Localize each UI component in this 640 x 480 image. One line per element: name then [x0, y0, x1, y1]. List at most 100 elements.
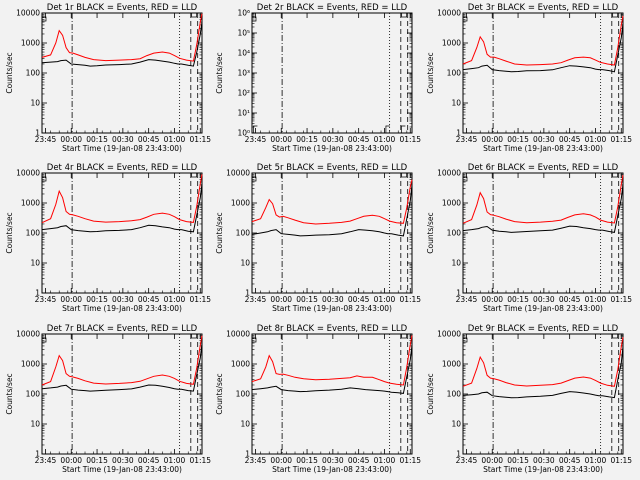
panel-6: Det 6r BLACK = Events, RED = LLD 1 10 100 10… — [426, 163, 632, 313]
x-axis-title: Start Time (19-Jan-08 23:43:00) — [62, 144, 182, 153]
x-tick-label: 00:30 — [112, 295, 134, 304]
x-tick-label: 23:45 — [456, 456, 478, 465]
x-tick-label: 01:15 — [610, 456, 632, 465]
events-series-line — [251, 345, 413, 394]
panel-title: Det 8r BLACK = Events, RED = LLD — [257, 324, 408, 334]
plot-frame — [41, 12, 203, 134]
lld-series-line — [41, 13, 203, 62]
y-tick-label: 10¹ — [237, 109, 250, 118]
top-bracket-mark — [612, 334, 619, 339]
bottom-bracket-mark — [385, 125, 390, 133]
y-tick-label: 100 — [447, 229, 462, 238]
x-tick-label: 00:00 — [481, 135, 503, 144]
x-tick-label: 00:15 — [296, 456, 318, 465]
y-tick-label: 10 — [30, 99, 40, 108]
panel-title: Det 3r BLACK = Events, RED = LLD — [468, 3, 619, 13]
events-series-line — [41, 21, 203, 67]
y-axis-title: Counts/sec — [215, 212, 224, 253]
y-tick-label: 10 — [30, 259, 40, 268]
plot-frame — [462, 333, 624, 455]
y-tick-label: 10000 — [437, 9, 461, 18]
y-tick-label: 100 — [236, 229, 251, 238]
x-axis-title: Start Time (19-Jan-08 23:43:00) — [272, 465, 392, 474]
lld-series-line — [462, 15, 624, 66]
corner-bracket-mark — [252, 176, 257, 182]
x-tick-label: 00:30 — [533, 295, 555, 304]
x-tick-label: 23:45 — [35, 456, 57, 465]
y-axis-title: Counts/sec — [5, 52, 14, 93]
x-tick-label: 23:45 — [456, 295, 478, 304]
panel-2: Det 2r BLACK = Events, RED = LLD 10⁰ 10¹ 10… — [215, 3, 421, 153]
x-tick-label: 01:15 — [610, 135, 632, 144]
plot-frame — [251, 12, 413, 134]
x-tick-label: 01:15 — [189, 456, 211, 465]
y-tick-label: 1000 — [21, 39, 40, 48]
x-tick-label: 01:00 — [164, 135, 186, 144]
x-tick-label: 01:00 — [374, 295, 396, 304]
top-bracket-mark — [191, 173, 198, 178]
x-tick-label: 23:45 — [35, 295, 57, 304]
top-bracket-mark — [401, 13, 408, 18]
y-tick-label: 10² — [237, 89, 250, 98]
y-tick-label: 100 — [26, 390, 41, 399]
x-axis-title: Start Time (19-Jan-08 23:43:00) — [62, 465, 182, 474]
y-tick-label: 1 — [245, 450, 250, 459]
plot-frame — [462, 172, 624, 294]
x-tick-label: 01:00 — [585, 456, 607, 465]
x-tick-label: 00:15 — [296, 295, 318, 304]
y-tick-label: 10000 — [16, 330, 40, 339]
panel-title: Det 2r BLACK = Events, RED = LLD — [257, 3, 408, 13]
x-tick-label: 23:45 — [245, 456, 267, 465]
y-tick-label: 100 — [26, 229, 41, 238]
lld-series-line — [41, 174, 203, 224]
y-tick-label: 1000 — [442, 199, 461, 208]
x-tick-label: 00:15 — [296, 135, 318, 144]
top-bracket-mark — [191, 334, 198, 339]
x-tick-label: 00:15 — [507, 135, 529, 144]
y-tick-label: 10 — [451, 259, 461, 268]
y-tick-label: 10000 — [16, 169, 40, 178]
x-tick-label: 00:45 — [138, 135, 160, 144]
y-tick-label: 10 — [240, 420, 250, 429]
corner-bracket-mark — [42, 337, 47, 343]
y-tick-label: 1 — [35, 289, 40, 298]
x-tick-label: 00:00 — [270, 456, 292, 465]
x-tick-label: 00:00 — [60, 456, 82, 465]
y-tick-label: 1 — [35, 129, 40, 138]
x-tick-label: 23:45 — [456, 135, 478, 144]
lld-series-line — [462, 337, 624, 387]
x-tick-label: 00:45 — [559, 135, 581, 144]
x-tick-label: 01:15 — [399, 456, 421, 465]
corner-bracket-mark — [463, 16, 468, 22]
x-tick-label: 00:00 — [60, 135, 82, 144]
y-tick-label: 1000 — [231, 360, 250, 369]
y-tick-label: 100 — [236, 390, 251, 399]
corner-bracket-mark — [42, 176, 47, 182]
x-tick-label: 23:45 — [245, 295, 267, 304]
x-axis-title: Start Time (19-Jan-08 23:43:00) — [483, 465, 603, 474]
panel-1: Det 1r BLACK = Events, RED = LLD 1 10 100 10… — [5, 3, 211, 153]
corner-bracket-mark — [252, 16, 257, 22]
x-tick-label: 01:15 — [399, 295, 421, 304]
x-axis-title: Start Time (19-Jan-08 23:43:00) — [483, 304, 603, 313]
x-tick-label: 00:45 — [138, 456, 160, 465]
x-tick-label: 00:15 — [507, 295, 529, 304]
x-tick-label: 00:30 — [322, 135, 344, 144]
y-tick-label: 100 — [447, 390, 462, 399]
panel-7: Det 7r BLACK = Events, RED = LLD 1 10 100 10… — [5, 324, 211, 474]
x-tick-label: 00:30 — [112, 456, 134, 465]
corner-bracket-mark — [463, 337, 468, 343]
events-series-line — [251, 184, 413, 237]
y-tick-label: 1 — [456, 450, 461, 459]
plot-frame — [41, 172, 203, 294]
top-bracket-mark — [401, 173, 408, 178]
x-tick-label: 00:45 — [348, 135, 370, 144]
y-tick-label: 10 — [30, 420, 40, 429]
y-tick-label: 1000 — [21, 360, 40, 369]
plot-frame — [251, 333, 413, 455]
y-axis-title: Counts/sec — [215, 52, 224, 93]
y-tick-label: 10 — [240, 259, 250, 268]
x-tick-label: 01:00 — [164, 456, 186, 465]
y-tick-label: 1 — [456, 129, 461, 138]
y-tick-label: 10 — [451, 420, 461, 429]
